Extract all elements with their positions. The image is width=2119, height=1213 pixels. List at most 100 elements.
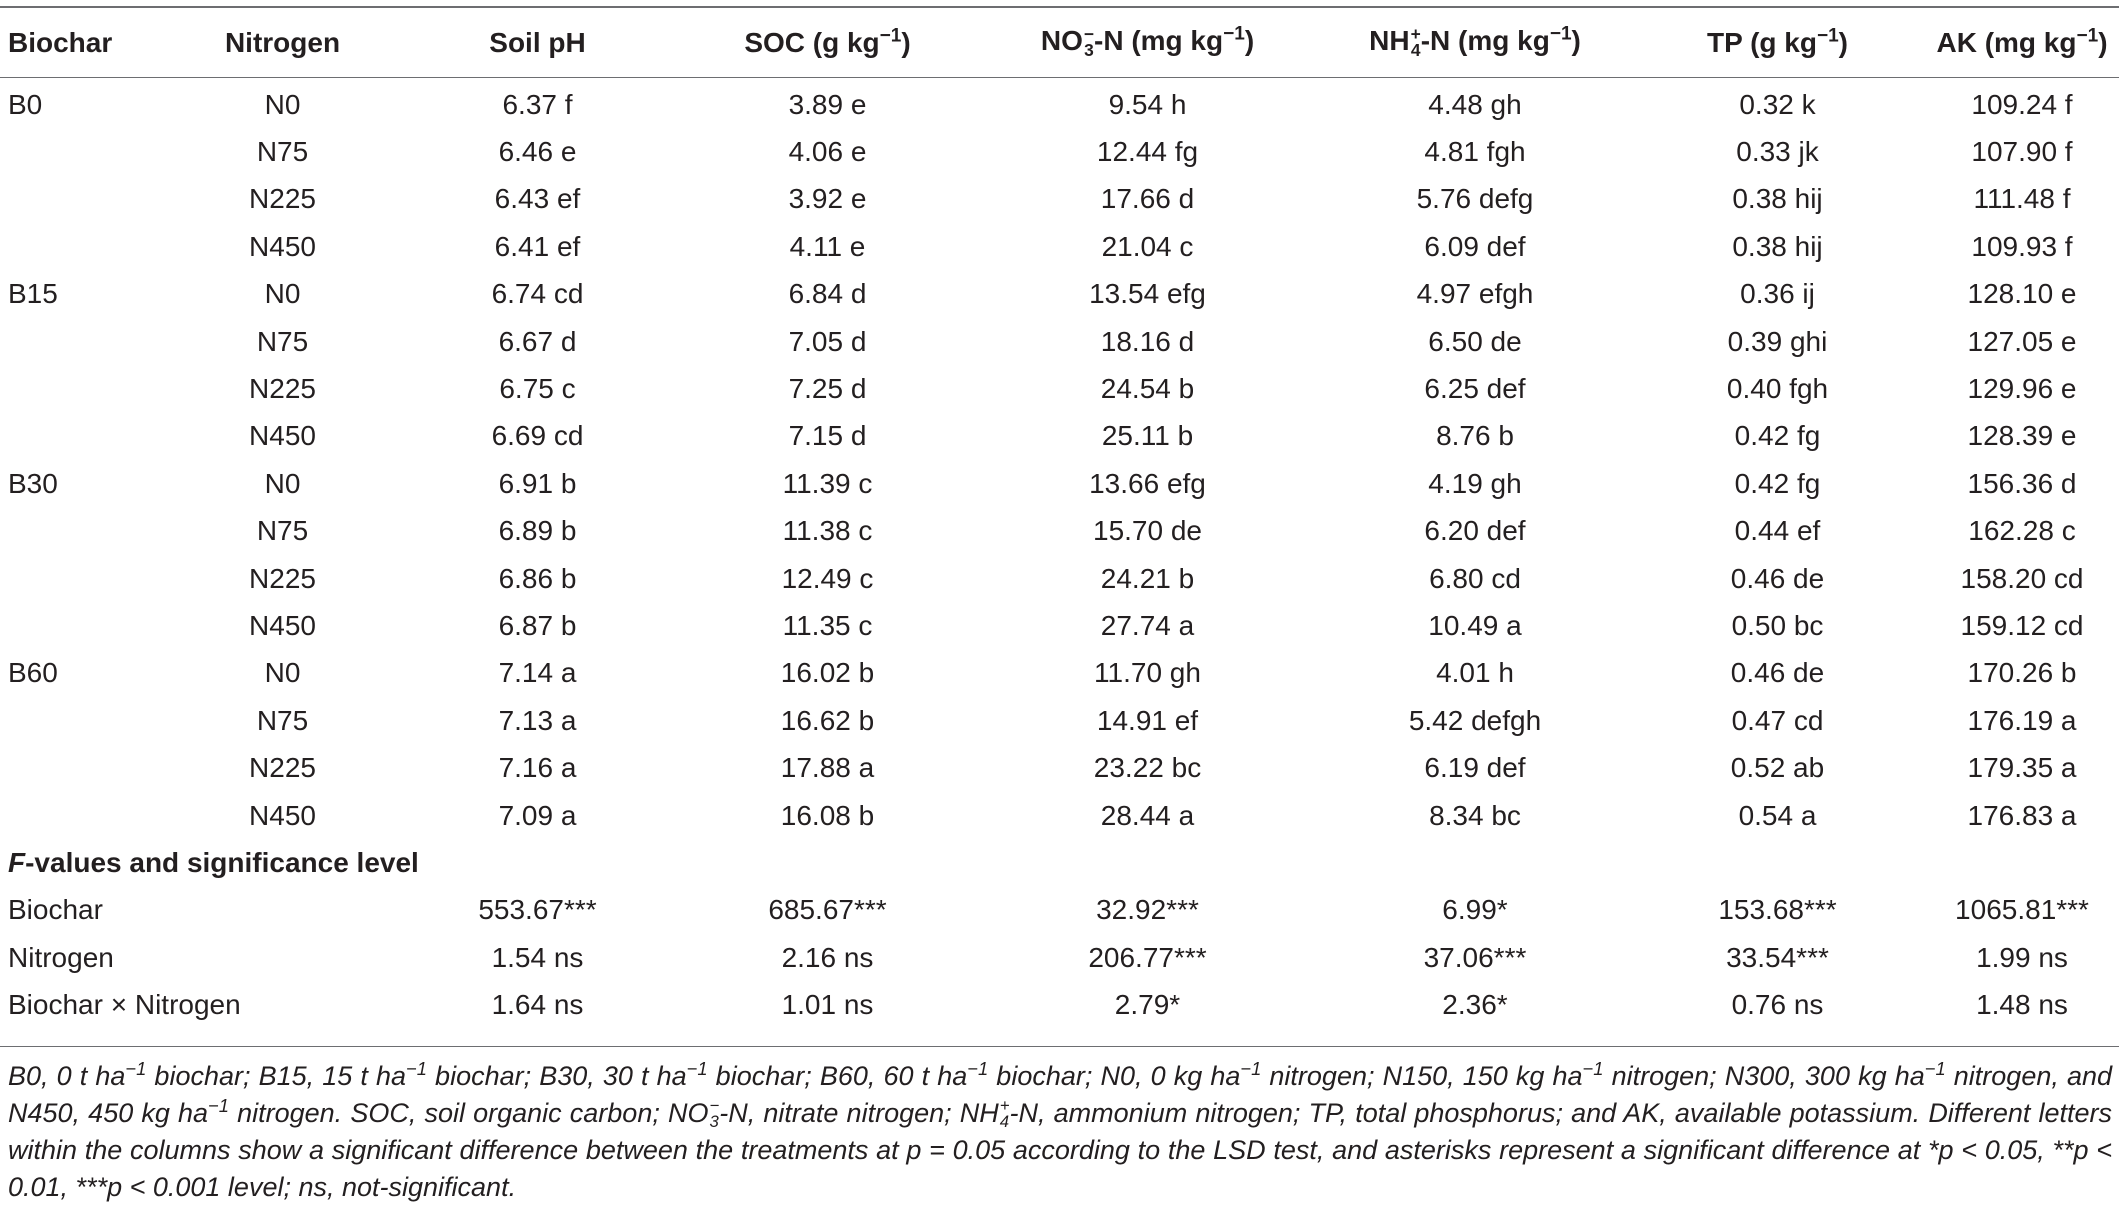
cell-tp: 0.40 fgh (1726, 373, 1829, 405)
stats-no3: 32.92*** (1096, 894, 1199, 926)
cell-biochar (0, 365, 170, 412)
cell-tp: 0.42 fg (1734, 420, 1821, 452)
cell-nitrogen: N450 (249, 609, 316, 641)
header-tp: TP (g kg−1) (1630, 8, 1925, 77)
header-tp-sup: −1 (1816, 25, 1839, 47)
footnote-nh4-ion: +4 (999, 1097, 1010, 1131)
table-header-rule (0, 77, 2119, 78)
header-soc: SOC (g kg−1) (680, 8, 975, 77)
stats-soil-ph: 553.67*** (478, 894, 597, 926)
cell-soil-ph: 6.86 b (498, 562, 577, 594)
section-heading-label: -values and significance level (25, 846, 419, 878)
footnote-nh4-index: 4 (999, 1111, 1010, 1131)
cell-no3: 23.22 bc (1093, 752, 1202, 784)
header-no3-index: 3 (1084, 40, 1094, 61)
cell-nh4: 6.25 def (1424, 373, 1526, 405)
cell-nitrogen: N450 (249, 230, 316, 262)
header-ak: AK (mg kg−1) (1925, 8, 2119, 77)
cell-biochar (0, 128, 170, 175)
cell-soil-ph: 6.74 cd (491, 278, 584, 310)
header-no3-charge: − (1083, 23, 1094, 44)
header-nh4-unit-sup: −1 (1549, 24, 1572, 46)
cell-nh4: 4.48 gh (1428, 88, 1522, 120)
table-row: N450 7.09 a 16.08 b 28.44 a 8.34 bc 0.54… (0, 792, 2119, 839)
cell-nh4: 6.50 de (1428, 325, 1522, 357)
cell-no3: 15.70 de (1093, 515, 1202, 547)
cell-soc: 4.06 e (788, 136, 867, 168)
header-tp-close: ) (1838, 26, 1848, 58)
cell-ak: 128.10 e (1967, 278, 2077, 310)
footnote-text: nitrogen; N300, 300 kg ha (1603, 1061, 1925, 1091)
header-no3: NO −3 -N (mg kg−1) (975, 8, 1320, 77)
header-no3-unit-sup: −1 (1223, 24, 1245, 46)
cell-ak: 111.48 f (1973, 183, 2071, 215)
cell-ak: 179.35 a (1967, 752, 2077, 784)
cell-no3: 13.54 efg (1089, 278, 1206, 310)
cell-soil-ph: 7.09 a (498, 799, 577, 831)
stats-tp: 0.76 ns (1731, 989, 1824, 1021)
table-row: N225 6.75 c 7.25 d 24.54 b 6.25 def 0.40… (0, 365, 2119, 412)
header-nh4-charge: + (1410, 23, 1421, 44)
cell-biochar (0, 555, 170, 602)
cell-no3: 9.54 h (1108, 88, 1187, 120)
cell-nitrogen: N225 (249, 752, 316, 784)
header-soc-sup: −1 (879, 25, 902, 47)
cell-biochar: B0 (8, 88, 43, 120)
cell-soil-ph: 6.89 b (498, 515, 577, 547)
table-row: B30 N0 6.91 b 11.39 c 13.66 efg 4.19 gh … (0, 460, 2119, 507)
header-nh4-tail: -N (mg kg (1420, 25, 1550, 57)
cell-nitrogen: N225 (249, 373, 316, 405)
cell-soil-ph: 6.41 ef (494, 230, 581, 262)
stats-no3: 2.79* (1114, 989, 1181, 1021)
header-soc-text: SOC (g kg (744, 26, 880, 58)
cell-nitrogen: N0 (264, 278, 301, 310)
header-ak-close: ) (2098, 26, 2108, 58)
cell-soil-ph: 6.67 d (498, 325, 577, 357)
cell-no3: 13.66 efg (1089, 467, 1206, 499)
header-ak-text: AK (mg kg (1936, 26, 2077, 58)
footnote-text: biochar; B15, 15 t ha (146, 1061, 407, 1091)
cell-soc: 16.02 b (780, 657, 875, 689)
cell-soil-ph: 7.16 a (498, 752, 577, 784)
footnote-no3-ion: −3 (709, 1097, 719, 1130)
section-heading: F-values and significance level (0, 839, 2119, 886)
stats-row: Biochar × Nitrogen 1.64 ns 1.01 ns 2.79*… (0, 981, 2119, 1028)
cell-soc: 16.62 b (780, 704, 875, 736)
footnote-sup: −1 (406, 1058, 427, 1079)
cell-tp: 0.44 ef (1734, 515, 1821, 547)
stats-no3: 206.77*** (1088, 941, 1207, 973)
table-row: N75 6.89 b 11.38 c 15.70 de 6.20 def 0.4… (0, 508, 2119, 555)
cell-ak: 129.96 e (1967, 373, 2077, 405)
cell-soil-ph: 6.37 f (502, 88, 573, 120)
footnote-text: B0, 0 t ha (8, 1061, 126, 1091)
stats-soil-ph: 1.54 ns (491, 941, 584, 973)
cell-nh4: 4.19 gh (1428, 467, 1522, 499)
header-no3-close: ) (1244, 25, 1255, 57)
header-no3-base: NO (1040, 25, 1083, 57)
stats-ak: 1.48 ns (1976, 989, 2068, 1021)
cell-nitrogen: N0 (264, 657, 301, 689)
table-header-row: Biochar Nitrogen Soil pH SOC (g kg−1) NO… (0, 8, 2119, 77)
cell-nh4: 6.80 cd (1429, 562, 1521, 594)
cell-ak: 109.93 f (1971, 230, 2073, 262)
cell-soil-ph: 6.91 b (498, 467, 577, 499)
cell-soil-ph: 6.87 b (498, 609, 577, 641)
cell-biochar (0, 176, 170, 223)
cell-nh4: 5.42 defgh (1408, 704, 1542, 736)
soil-properties-table: Biochar Nitrogen Soil pH SOC (g kg−1) NO… (0, 8, 2119, 1029)
stats-label: Biochar × Nitrogen (8, 989, 241, 1021)
table-row: N225 7.16 a 17.88 a 23.22 bc 6.19 def 0.… (0, 744, 2119, 791)
cell-nitrogen: N75 (256, 704, 309, 736)
cell-nh4: 4.97 efgh (1416, 278, 1534, 310)
header-soc-close: ) (901, 26, 911, 58)
table-row: N450 6.41 ef 4.11 e 21.04 c 6.09 def 0.3… (0, 223, 2119, 270)
cell-soil-ph: 7.14 a (498, 657, 577, 689)
cell-soil-ph: 6.46 e (498, 136, 577, 168)
footnote-text: nitrogen. SOC, soil organic carbon; NO (228, 1098, 709, 1128)
cell-ak: 128.39 e (1967, 420, 2077, 452)
stats-soc: 2.16 ns (781, 941, 874, 973)
cell-tp: 0.47 cd (1731, 704, 1824, 736)
cell-nitrogen: N225 (249, 183, 316, 215)
cell-soc: 3.89 e (788, 88, 867, 120)
cell-tp: 0.54 a (1738, 799, 1817, 831)
